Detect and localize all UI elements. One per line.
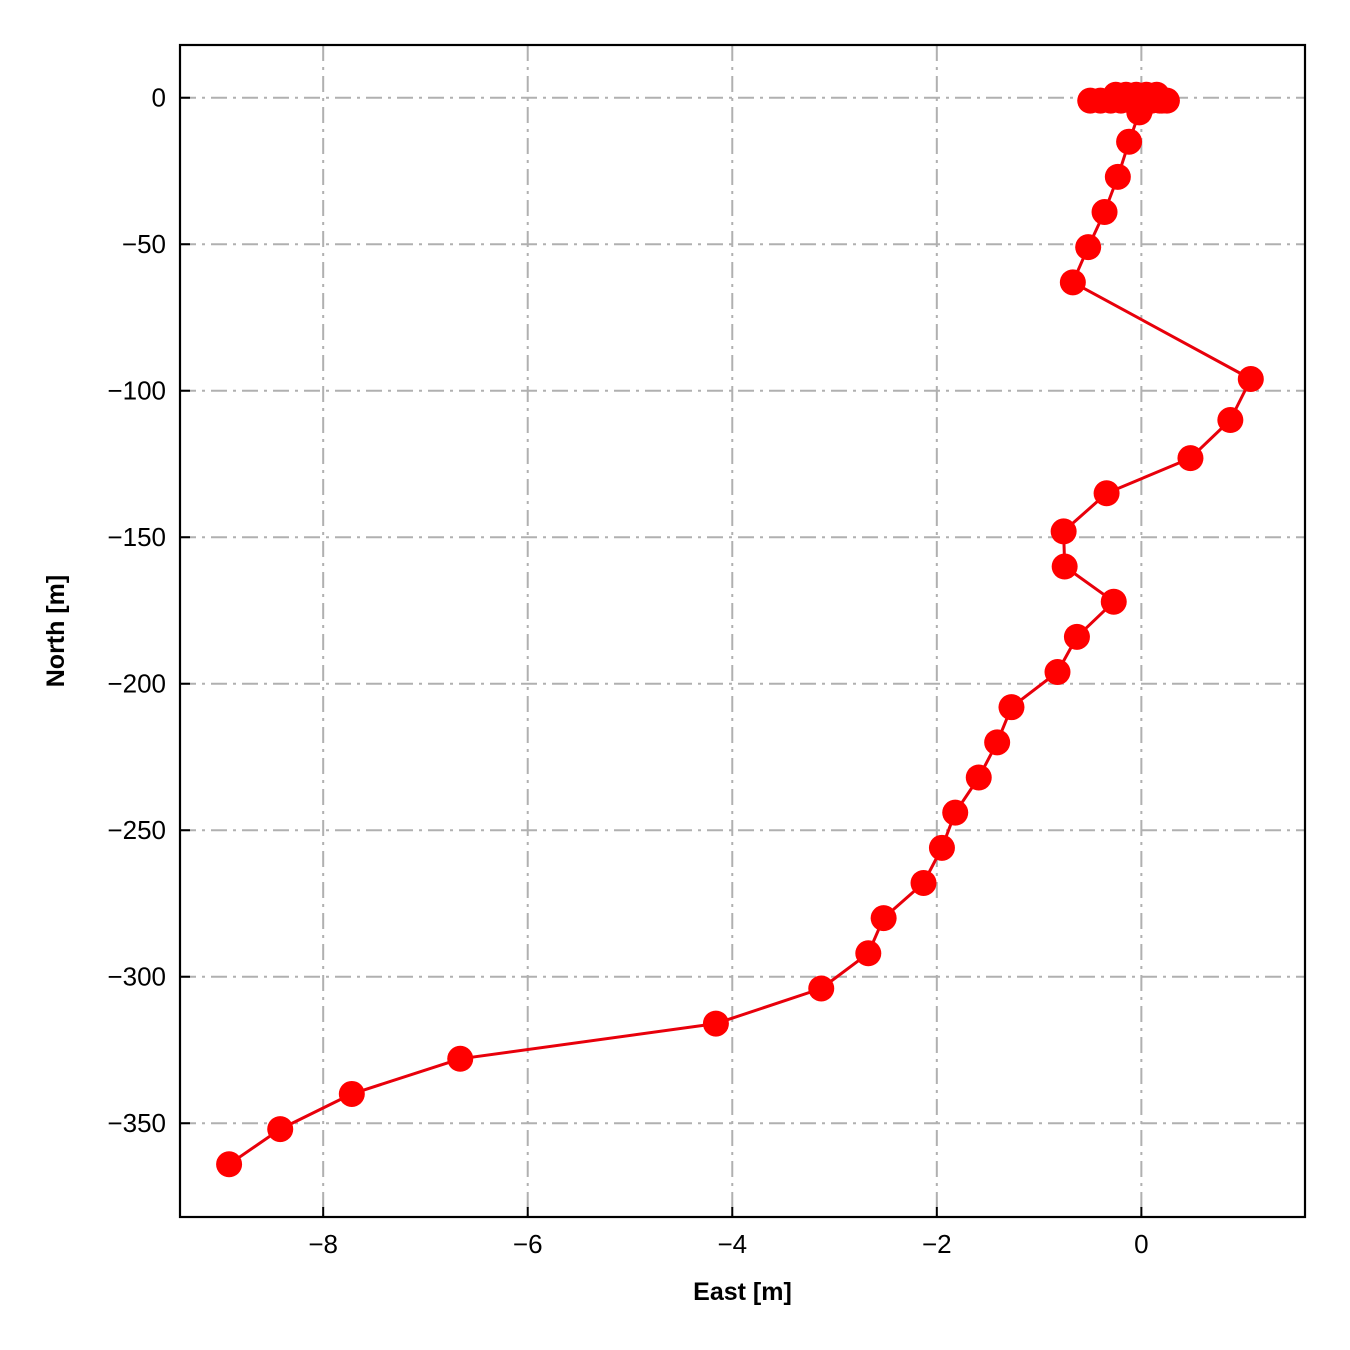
y-tick-label: −350 bbox=[107, 1108, 166, 1138]
data-point bbox=[855, 940, 882, 967]
data-point bbox=[1127, 96, 1154, 123]
data-point bbox=[870, 905, 897, 932]
plot-series bbox=[216, 81, 1264, 1178]
data-point bbox=[808, 975, 835, 1002]
y-tick-label: −150 bbox=[107, 522, 166, 552]
y-axis-label: North [m] bbox=[42, 575, 70, 687]
data-point bbox=[216, 1151, 243, 1178]
data-point bbox=[928, 834, 955, 861]
x-tick-label: 0 bbox=[1134, 1229, 1148, 1259]
data-point bbox=[1051, 553, 1078, 580]
grid bbox=[180, 45, 1305, 1217]
data-point bbox=[1044, 659, 1071, 686]
data-point bbox=[942, 799, 969, 826]
data-point bbox=[1077, 87, 1104, 114]
data-point bbox=[1237, 366, 1264, 393]
x-tick-label: −2 bbox=[922, 1229, 952, 1259]
data-point bbox=[1050, 518, 1077, 545]
x-axis-label: East [m] bbox=[693, 1278, 792, 1306]
data-point bbox=[998, 694, 1025, 721]
data-point bbox=[447, 1045, 474, 1072]
data-point bbox=[1063, 623, 1090, 650]
data-point bbox=[267, 1116, 294, 1143]
y-tick-label: −300 bbox=[107, 962, 166, 992]
axis-ticks: −8 −6 −4 −2 00−50−100−150−200−250−300−350 bbox=[107, 83, 1148, 1259]
y-tick-label: −50 bbox=[122, 229, 166, 259]
data-point bbox=[1148, 87, 1175, 114]
data-point bbox=[1104, 163, 1131, 190]
y-tick-label: 0 bbox=[152, 83, 166, 113]
y-tick-label: −200 bbox=[107, 669, 166, 699]
data-point bbox=[1091, 199, 1118, 226]
data-point bbox=[702, 1010, 729, 1037]
data-point bbox=[984, 729, 1011, 756]
data-point bbox=[965, 764, 992, 791]
x-tick-label: −8 bbox=[308, 1229, 338, 1259]
data-point bbox=[1075, 234, 1102, 261]
data-point bbox=[1093, 480, 1120, 507]
data-point bbox=[1217, 407, 1244, 434]
data-point bbox=[910, 869, 937, 896]
data-point bbox=[1059, 269, 1086, 296]
data-point bbox=[1116, 128, 1143, 155]
plot-frame bbox=[178, 43, 1307, 1219]
data-point bbox=[1100, 588, 1127, 615]
x-tick-label: −4 bbox=[717, 1229, 747, 1259]
y-tick-label: −250 bbox=[107, 815, 166, 845]
data-point bbox=[1177, 445, 1204, 472]
x-tick-label: −6 bbox=[513, 1229, 543, 1259]
data-point bbox=[338, 1080, 365, 1107]
data-point bbox=[1102, 81, 1129, 108]
y-tick-label: −100 bbox=[107, 376, 166, 406]
